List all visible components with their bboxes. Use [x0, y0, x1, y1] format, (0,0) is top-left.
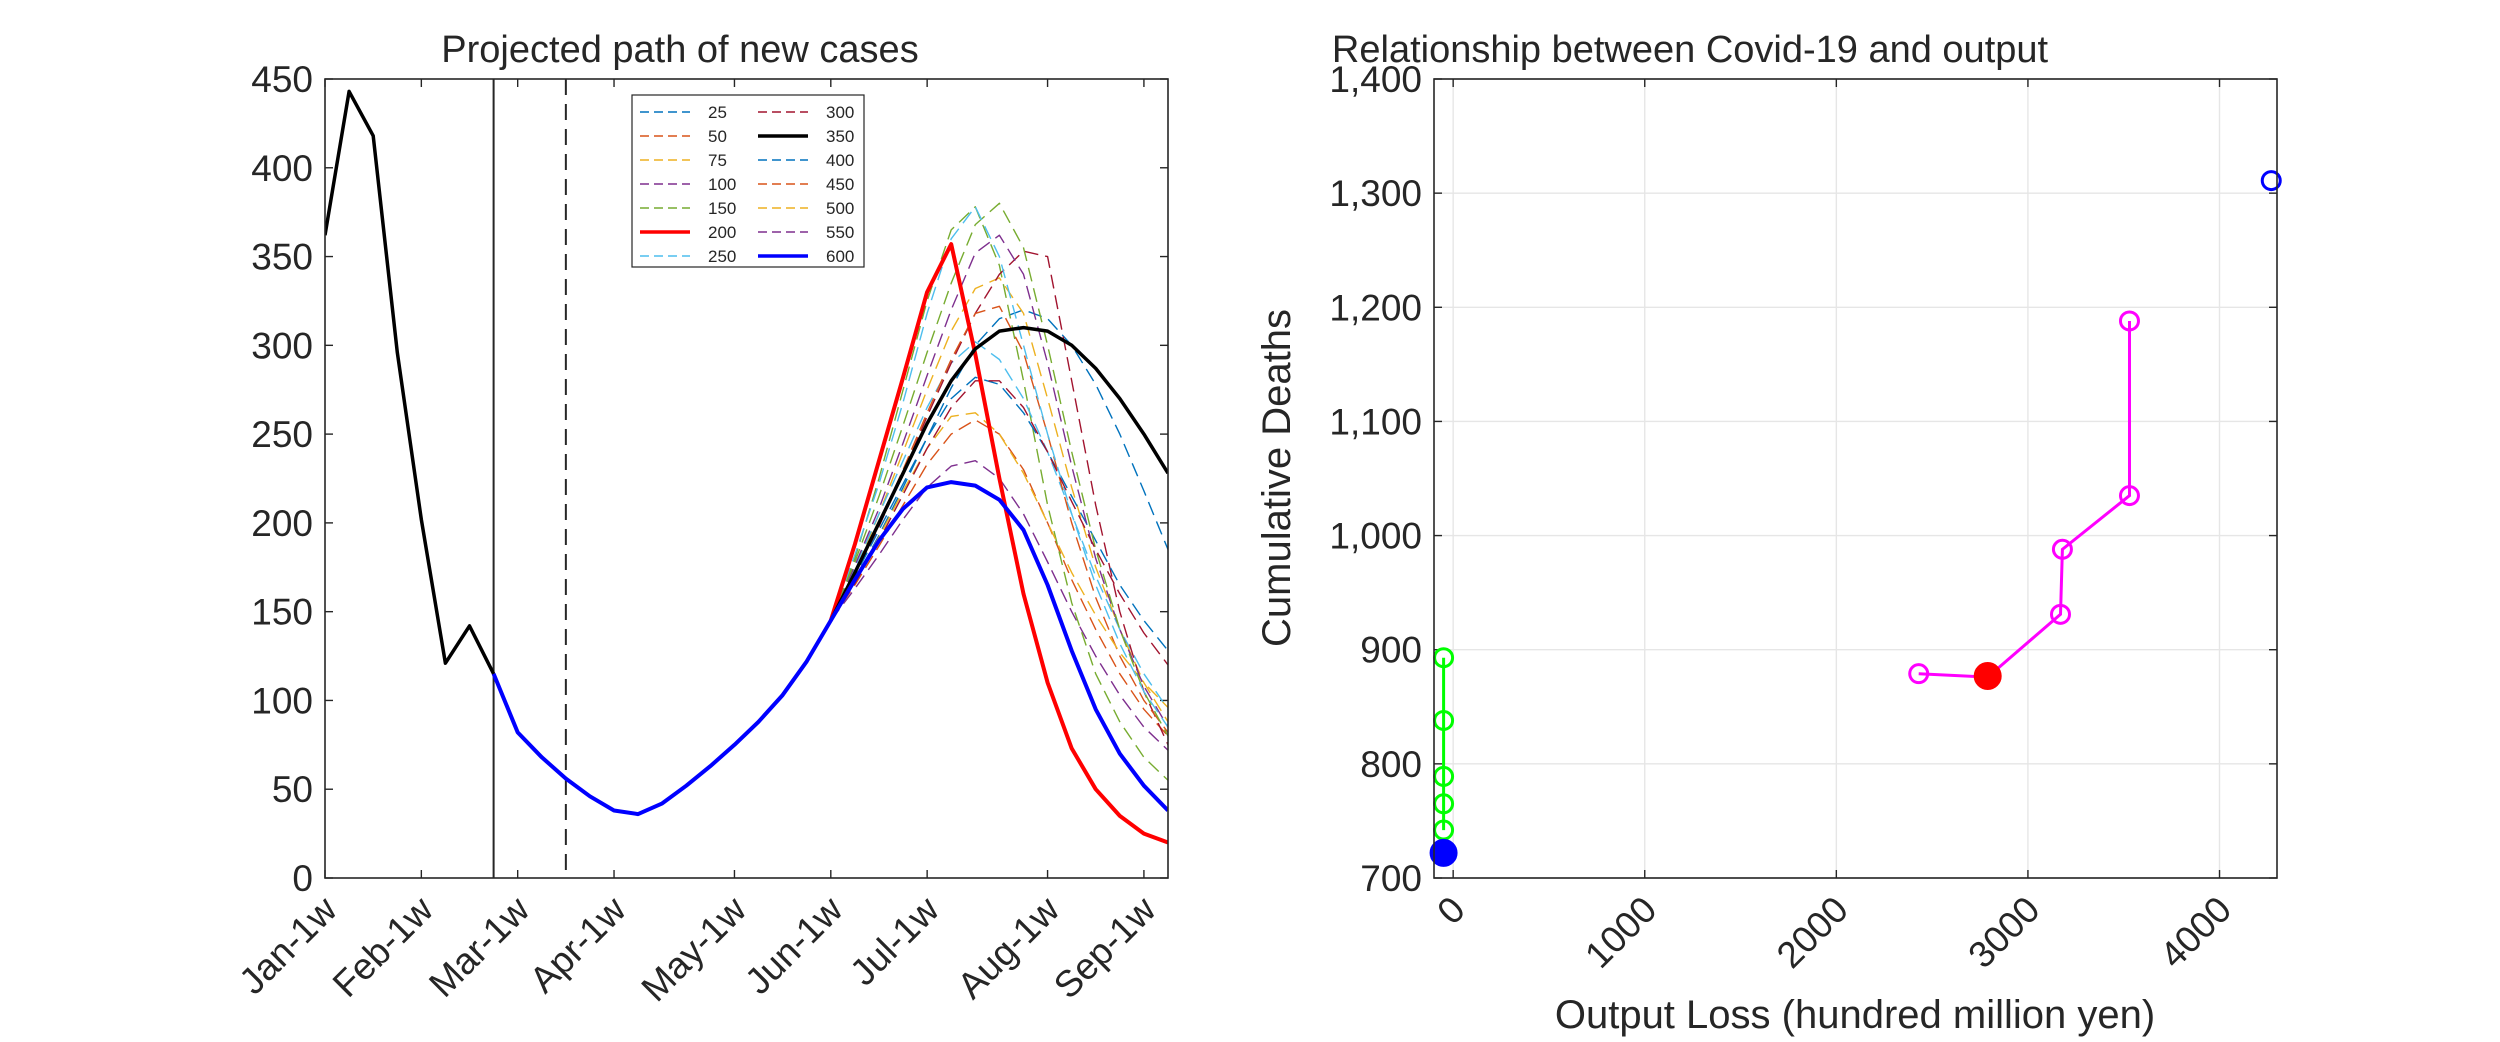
series-line-history	[830, 206, 1168, 728]
chart1-series	[325, 89, 1168, 845]
y-tick-label: 450	[251, 59, 313, 100]
legend-label: 200	[708, 223, 736, 242]
legend-label: 100	[708, 175, 736, 194]
y-tick-label: 1,400	[1329, 59, 1422, 100]
data-point	[2051, 538, 2073, 560]
series-line-100	[830, 460, 1168, 751]
chart2-y-axis-label: Cumulative Deaths	[1255, 309, 1299, 647]
scatter-series-3	[1429, 838, 1458, 867]
legend-label: 150	[708, 199, 736, 218]
y-tick-label: 1,200	[1329, 287, 1422, 328]
data-point	[2260, 170, 2282, 192]
data-point	[2118, 310, 2140, 332]
series-line-75	[830, 277, 1168, 723]
series-line-25	[830, 309, 1168, 621]
series-line-600	[491, 480, 1168, 817]
y-tick-label: 900	[1360, 630, 1422, 671]
y-tick-label: 700	[1360, 858, 1422, 899]
legend-label: 450	[826, 175, 854, 194]
series-line-history	[830, 202, 1168, 737]
series-line-400	[830, 376, 1168, 652]
data-point-filled	[1429, 838, 1458, 867]
y-tick-label: 250	[251, 414, 313, 455]
chart1-legend: 25 50 75 100 150 200 250 300 350 400 450 500 550 600	[631, 94, 865, 268]
y-tick-label: 200	[251, 503, 313, 544]
y-tick-label: 150	[251, 592, 313, 633]
chart2-grid	[1434, 78, 2277, 879]
series-line-500	[830, 412, 1168, 708]
y-tick-label: 400	[251, 148, 313, 189]
y-tick-label: 1,000	[1329, 516, 1422, 557]
series-line-300	[830, 250, 1168, 746]
legend-label: 400	[826, 151, 854, 170]
legend-label: 300	[826, 103, 854, 122]
legend-label: 250	[708, 247, 736, 266]
legend-label: 50	[708, 127, 727, 146]
chart1-vertical-lines	[492, 79, 567, 878]
y-tick-label: 300	[251, 325, 313, 366]
chart1-title: Projected path of new cases	[441, 29, 918, 71]
series-line-history	[830, 380, 1168, 666]
series-line-200	[828, 242, 1168, 845]
legend-box	[631, 94, 865, 268]
legend-label: 600	[826, 247, 854, 266]
series-line-250	[830, 341, 1168, 710]
y-tick-label: 800	[1360, 744, 1422, 785]
data-point-filled	[1973, 661, 2002, 690]
data-point	[1908, 663, 1930, 685]
legend-label: 350	[826, 127, 854, 146]
legend-label: 550	[826, 223, 854, 242]
y-tick-label: 350	[251, 237, 313, 278]
chart2-title: Relationship between Covid-19 and output	[1332, 29, 2049, 71]
scatter-series-4	[2260, 170, 2282, 192]
chart2-plot-box	[1433, 78, 2278, 879]
data-point	[2118, 485, 2140, 507]
y-tick-label: 1,300	[1329, 173, 1422, 214]
y-tick-label: 1,100	[1329, 401, 1422, 442]
legend-label: 75	[708, 151, 727, 170]
y-tick-label: 50	[272, 769, 313, 810]
scatter-series-2	[1973, 661, 2002, 690]
chart2-series	[1429, 170, 2282, 867]
series-line-550	[830, 234, 1168, 728]
series-line-350	[829, 325, 1168, 622]
chart1-plot-box	[324, 78, 1169, 879]
series-line-150	[830, 206, 1168, 781]
legend-label: 500	[826, 199, 854, 218]
chart2-x-axis-label: Output Loss (hundred million yen)	[1555, 993, 2155, 1037]
y-tick-label: 100	[251, 680, 313, 721]
data-point	[2050, 603, 2072, 625]
series-line-history	[325, 89, 496, 675]
series-line-50	[830, 419, 1168, 737]
y-tick-label: 0	[292, 858, 313, 899]
legend-label: 25	[708, 103, 727, 122]
